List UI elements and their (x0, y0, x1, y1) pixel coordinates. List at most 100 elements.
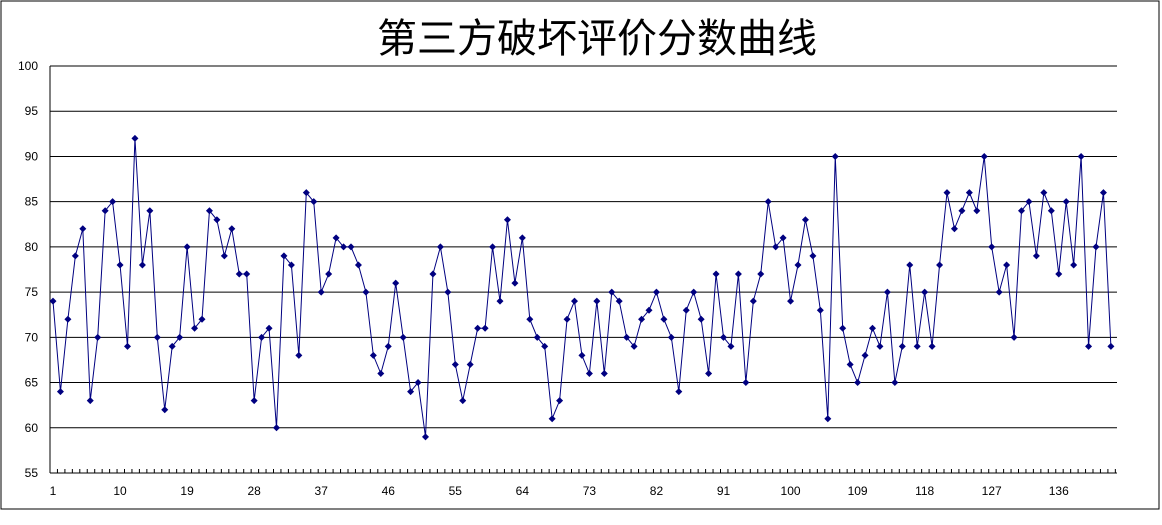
data-point (474, 324, 482, 332)
data-point (392, 279, 400, 287)
data-point (921, 288, 929, 296)
data-point (854, 379, 862, 387)
y-tick-label: 80 (25, 240, 39, 254)
data-point (1099, 189, 1107, 197)
x-tick-label: 91 (717, 484, 731, 498)
y-tick-label: 85 (25, 195, 39, 209)
data-point (354, 261, 362, 269)
data-point (973, 207, 981, 215)
data-point (615, 297, 623, 305)
data-point (995, 288, 1003, 296)
data-point (332, 234, 340, 242)
data-point (459, 397, 467, 405)
data-point (652, 288, 660, 296)
data-point (556, 397, 564, 405)
y-tick-label: 65 (25, 376, 39, 390)
grid-lines (50, 65, 1117, 429)
data-point (965, 189, 973, 197)
x-tick-label: 118 (915, 484, 934, 498)
chart-title: 第三方破坏评价分数曲线 (377, 16, 817, 62)
data-point (593, 297, 601, 305)
data-point (861, 351, 869, 359)
data-point (191, 324, 199, 332)
data-point (898, 342, 906, 350)
y-tick-label: 60 (25, 421, 39, 435)
data-point (720, 333, 727, 341)
data-point (369, 351, 377, 359)
data-point (928, 342, 936, 350)
data-point (578, 351, 586, 359)
data-point (705, 370, 713, 378)
data-point (801, 216, 809, 224)
data-point (444, 288, 452, 296)
data-point (71, 252, 79, 260)
data-point (824, 415, 832, 423)
data-point (116, 261, 124, 269)
data-points (49, 134, 1115, 441)
x-tick-label: 1 (50, 484, 57, 498)
data-point (667, 333, 675, 341)
data-point (250, 397, 258, 405)
data-point (1092, 243, 1100, 251)
y-tick-label: 75 (25, 285, 39, 299)
data-point (56, 388, 64, 396)
data-point (429, 270, 437, 278)
x-tick-label: 82 (650, 484, 664, 498)
data-point (571, 297, 578, 305)
data-point (109, 198, 117, 206)
data-point (503, 216, 511, 224)
data-point (1032, 252, 1040, 260)
data-point (325, 270, 333, 278)
data-point (816, 306, 824, 314)
data-point (287, 261, 295, 269)
data-point (906, 261, 914, 269)
data-point (809, 252, 817, 260)
data-point (675, 388, 683, 396)
data-point (1062, 198, 1070, 206)
data-point (608, 288, 616, 296)
data-point (138, 261, 146, 269)
data-point (526, 315, 534, 323)
data-point (757, 270, 765, 278)
chart-frame (0, 0, 1160, 510)
data-point (950, 225, 958, 233)
data-point (742, 379, 750, 387)
data-point (310, 198, 318, 206)
data-point (988, 243, 996, 251)
data-point (533, 333, 541, 341)
data-point (1070, 261, 1078, 269)
x-tick-label: 55 (449, 484, 463, 498)
data-point (362, 288, 370, 296)
data-point (712, 270, 720, 278)
data-point (235, 270, 243, 278)
data-point (243, 270, 251, 278)
data-point (451, 360, 459, 368)
data-point (883, 288, 891, 296)
data-point (183, 243, 191, 251)
y-tick-label: 70 (25, 330, 39, 344)
data-point (794, 261, 802, 269)
data-point (585, 370, 593, 378)
data-point (876, 342, 884, 350)
y-tick-label: 95 (25, 104, 39, 118)
data-point (787, 297, 795, 305)
data-point (1018, 207, 1025, 215)
data-point (980, 152, 988, 160)
data-point (168, 342, 176, 350)
x-tick-label: 28 (247, 484, 261, 498)
data-point (1010, 333, 1018, 341)
data-point (86, 397, 94, 405)
data-point (377, 370, 385, 378)
data-point (645, 306, 653, 314)
data-point (220, 252, 228, 260)
data-point (273, 424, 280, 432)
x-tick-label: 100 (781, 484, 801, 498)
data-point (630, 342, 638, 350)
data-point (317, 288, 325, 296)
data-point (660, 315, 668, 323)
data-point (384, 342, 392, 350)
data-point (727, 342, 735, 350)
x-tick-label: 46 (382, 484, 396, 498)
data-point (161, 406, 169, 414)
